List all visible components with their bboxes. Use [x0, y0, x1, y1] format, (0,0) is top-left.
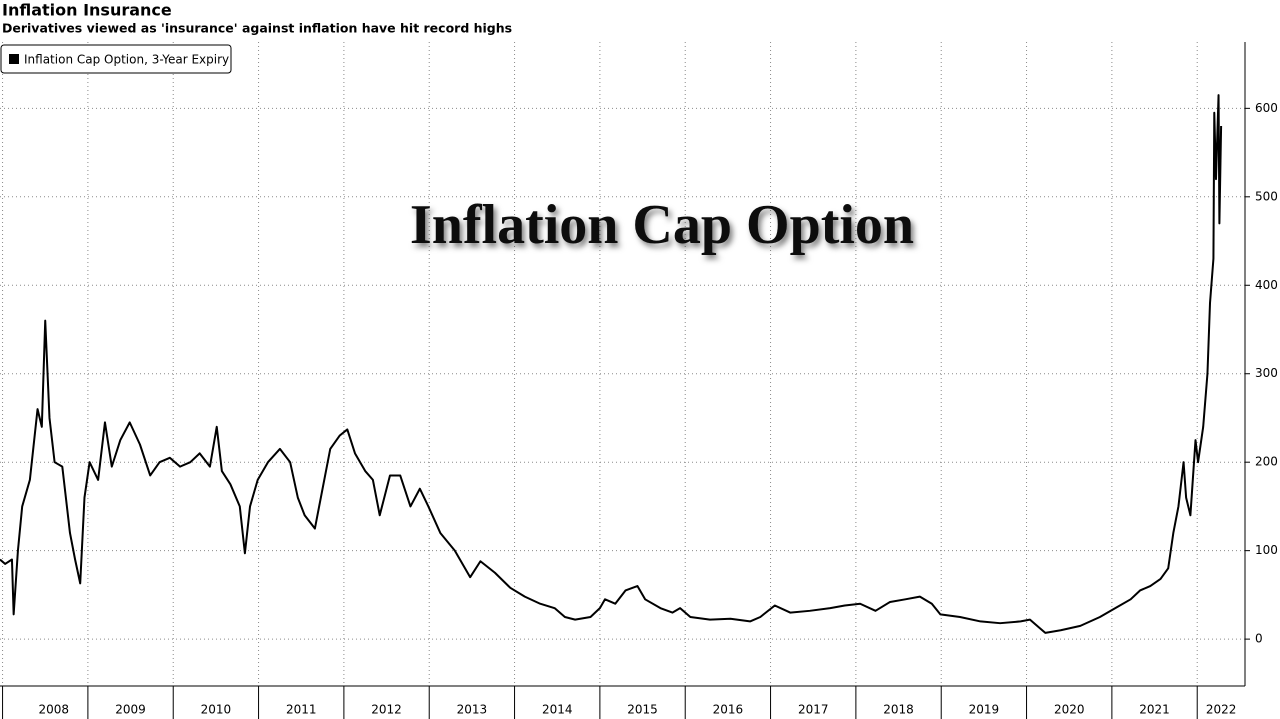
y-tick-label: 100	[1255, 543, 1278, 557]
plot-area	[0, 94, 1223, 634]
y-tick-label: 500	[1255, 189, 1278, 203]
chart-title: Inflation Insurance	[2, 1, 172, 20]
x-tick-label: 2015	[627, 703, 658, 717]
x-tick-label: 2012	[371, 703, 402, 717]
legend-box	[0, 44, 232, 74]
y-tick-label: 200	[1255, 455, 1278, 469]
x-tick-label: 2014	[542, 703, 573, 717]
x-tick-label: 2016	[713, 703, 744, 717]
axes: 0 100 200 300 400 500 600 2008 2009 2010 2011 2012 2…	[0, 42, 1278, 719]
x-tick-label: 2011	[286, 703, 317, 717]
x-tick-label: 2019	[969, 703, 1000, 717]
x-tick-label: 2010	[201, 703, 232, 717]
y-tick-label: 300	[1255, 366, 1278, 380]
data-line	[0, 94, 1223, 634]
x-tick-label: 2008	[38, 703, 69, 717]
chart-subtitle: Derivatives viewed as 'insurance' agains…	[2, 21, 512, 36]
x-tick-label: 2018	[883, 703, 914, 717]
x-tick-label: 2021	[1139, 703, 1170, 717]
y-tick-label: 0	[1255, 632, 1263, 646]
legend-label: Inflation Cap Option, 3-Year Expiry	[24, 53, 229, 67]
legend-swatch	[9, 54, 19, 64]
x-tick-label: 2020	[1054, 703, 1085, 717]
y-tick-label: 600	[1255, 101, 1278, 115]
grid	[0, 42, 1245, 686]
x-tick-label: 2009	[115, 703, 146, 717]
x-tick-label: 2013	[457, 703, 488, 717]
annotation: Inflation Cap Option	[410, 194, 914, 256]
x-tick-label: 2022	[1206, 703, 1237, 717]
y-tick-label: 400	[1255, 278, 1278, 292]
x-tick-label: 2017	[798, 703, 829, 717]
legend: Inflation Cap Option, 3-Year Expiry	[0, 44, 232, 74]
